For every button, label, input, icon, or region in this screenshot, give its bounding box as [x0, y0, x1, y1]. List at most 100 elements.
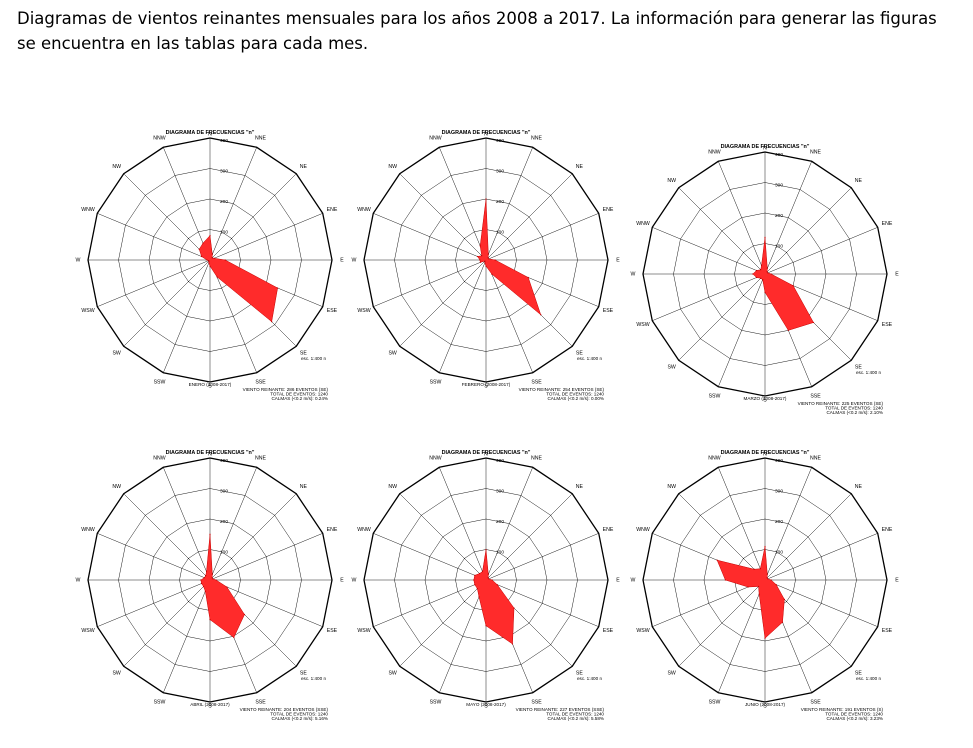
frequency-point-wnw — [755, 269, 758, 272]
frequency-point-nw — [205, 575, 207, 577]
ring-tick-label: 300 — [220, 489, 228, 495]
frequency-point-e — [491, 579, 493, 581]
frequency-point-wnw — [203, 577, 205, 579]
direction-spoke — [439, 259, 487, 373]
wind-rose-chart: DIAGRAMA DE FRECUENCIAS "n"N NNE NE ENE E ESE… — [631, 144, 900, 415]
direction-label-w: W — [76, 577, 81, 583]
direction-label-nne: NNE — [810, 455, 821, 461]
direction-label-ssw: SSW — [430, 379, 442, 385]
direction-label-ssw: SSW — [709, 393, 721, 399]
frequency-point-se — [812, 321, 815, 324]
frequency-point-s — [764, 291, 766, 293]
direction-label-e: E — [616, 577, 620, 583]
info-line: TOTAL DE EVENTOS: 1240 — [546, 712, 604, 717]
direction-label-ssw: SSW — [430, 699, 442, 705]
direction-label-sw: SW — [388, 671, 396, 677]
direction-spoke — [163, 467, 211, 581]
direction-spoke — [97, 533, 211, 581]
frequency-point-n — [209, 235, 211, 237]
direction-label-nnw: NNW — [708, 149, 720, 155]
ring-tick-label: 200 — [220, 199, 228, 205]
direction-label-wnw: WNW — [357, 527, 371, 533]
frequency-point-ne — [487, 257, 489, 259]
direction-label-nw: NW — [667, 484, 676, 490]
scale-label: esc. 1:400 n — [301, 676, 326, 681]
frequency-point-n — [485, 198, 487, 200]
direction-label-wnw: WNW — [357, 207, 371, 213]
direction-label-se: SE — [576, 671, 583, 677]
direction-spoke — [764, 493, 852, 581]
direction-spoke — [764, 187, 852, 275]
frequency-point-ssw — [762, 279, 764, 281]
direction-label-ssw: SSW — [709, 699, 721, 705]
month-label: MARZO (2008-2017) — [744, 396, 787, 401]
frequency-point-sw — [202, 585, 205, 588]
direction-label-n: N — [208, 451, 212, 457]
direction-label-nne: NNE — [531, 455, 542, 461]
frequency-point-e — [770, 579, 772, 581]
direction-label-s: S — [484, 383, 488, 389]
frequency-point-nnw — [202, 242, 204, 244]
frequency-point-ese — [527, 276, 529, 279]
direction-spoke — [678, 493, 766, 581]
info-line: VIENTO REINANTE: 286 EVENTOS (SE) — [243, 387, 329, 392]
frequency-point-sw — [760, 277, 762, 279]
info-line: TOTAL DE EVENTOS: 1240 — [825, 712, 883, 717]
wind-rose-panel: DIAGRAMA DE FRECUENCIAS "n" N NNE NE ENE E ESE… — [336, 128, 636, 428]
direction-label-nnw: NNW — [153, 135, 165, 141]
frequency-point-se — [783, 598, 786, 601]
ring-tick-label: 100 — [496, 230, 504, 236]
frequency-point-nw — [760, 269, 762, 271]
direction-label-sse: SSE — [255, 379, 266, 385]
info-line: VIENTO REINANTE: 191 EVENTOS (S) — [801, 707, 884, 712]
direction-label-wsw: WSW — [81, 628, 94, 634]
ring-tick-label: 100 — [496, 550, 504, 556]
frequency-point-wsw — [747, 586, 749, 588]
frequency-point-e — [494, 259, 496, 261]
direction-label-ne: NE — [855, 178, 863, 184]
direction-label-sw: SW — [667, 671, 675, 677]
chart-title: DIAGRAMA DE FRECUENCIAS "n" — [721, 450, 810, 456]
direction-label-w: W — [352, 257, 357, 263]
direction-label-ene: ENE — [882, 221, 893, 227]
direction-label-w: W — [352, 577, 357, 583]
direction-spoke — [485, 533, 599, 581]
direction-spoke — [373, 533, 487, 581]
frequency-point-w — [479, 259, 481, 261]
frequency-point-sse — [787, 329, 789, 331]
frequency-point-e — [224, 259, 226, 261]
direction-spoke — [97, 259, 211, 307]
info-line: CALMAS (<0.2 m/s): 5.58% — [547, 716, 604, 721]
direction-label-ene: ENE — [882, 527, 893, 533]
direction-spoke — [209, 493, 297, 581]
wind-rose-panel: DIAGRAMA DE FRECUENCIAS "n" N NNE NE ENE E ESE… — [60, 448, 360, 748]
direction-spoke — [373, 579, 487, 627]
direction-label-ese: ESE — [882, 322, 893, 328]
frequency-point-ssw — [758, 593, 760, 595]
frequency-point-ne — [211, 577, 213, 579]
frequency-point-w — [724, 579, 726, 581]
direction-label-ese: ESE — [327, 628, 338, 634]
frequency-point-ne — [211, 257, 213, 259]
direction-label-nne: NNE — [810, 149, 821, 155]
direction-spoke — [163, 579, 211, 693]
direction-label-ene: ENE — [327, 527, 338, 533]
direction-spoke — [485, 173, 573, 261]
frequency-point-ese — [496, 584, 498, 586]
frequency-point-ese — [775, 584, 777, 586]
ring-tick-label: 100 — [220, 230, 228, 236]
frequency-point-ssw — [204, 590, 206, 592]
frequency-point-sw — [476, 588, 478, 590]
frequency-point-s — [485, 265, 487, 267]
frequency-point-wsw — [474, 584, 476, 586]
direction-spoke — [163, 259, 211, 373]
direction-label-ene: ENE — [327, 207, 338, 213]
wind-rose-panel: DIAGRAMA DE FRECUENCIAS "n" N NNE NE ENE E ESE… — [615, 448, 915, 748]
ring-tick-label: 300 — [496, 169, 504, 175]
month-label: JUNIO (2008-2017) — [745, 702, 786, 707]
direction-spoke — [209, 213, 323, 261]
frequency-point-nnw — [760, 264, 763, 267]
month-label: ABRIL (2008-2017) — [190, 702, 230, 707]
frequency-point-nnw — [481, 570, 484, 573]
frequency-point-se — [243, 613, 246, 616]
